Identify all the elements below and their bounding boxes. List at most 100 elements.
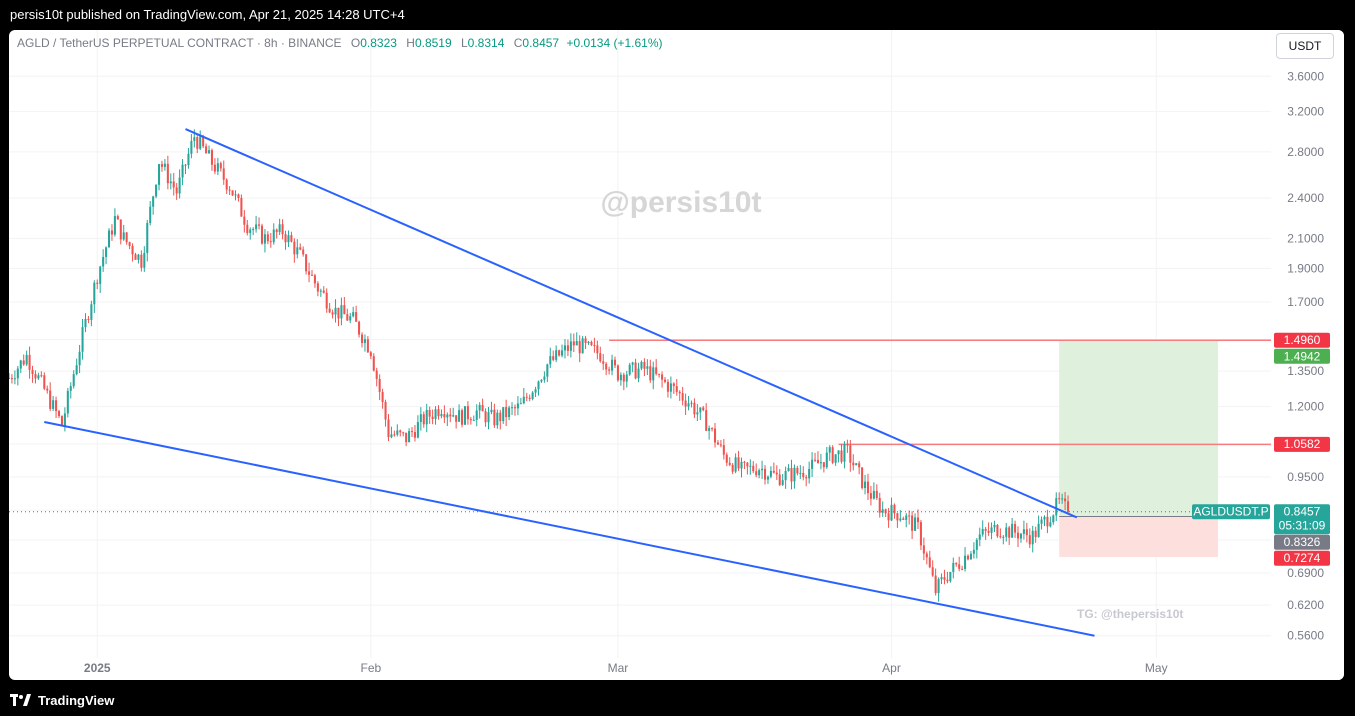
- candle: [1066, 495, 1070, 515]
- candle: [563, 339, 567, 359]
- candle-body: [793, 467, 796, 482]
- candle: [352, 306, 355, 318]
- candle: [428, 406, 431, 424]
- candle: [1046, 509, 1049, 534]
- candle: [402, 431, 405, 437]
- candle: [425, 403, 428, 433]
- candle-body: [152, 196, 155, 207]
- candle: [743, 460, 746, 470]
- candle-body: [149, 206, 152, 223]
- open-value: 0.8323: [360, 36, 397, 50]
- candle: [72, 370, 75, 389]
- candle-body: [958, 564, 961, 569]
- candle-body: [372, 356, 375, 371]
- candle-body: [263, 234, 266, 244]
- candle-body: [140, 254, 143, 268]
- candle: [590, 340, 593, 347]
- candle: [149, 200, 152, 226]
- candle: [302, 246, 305, 257]
- candle-body: [861, 467, 864, 489]
- candle: [213, 158, 216, 175]
- candle: [137, 253, 140, 264]
- candle: [322, 286, 325, 294]
- candle: [693, 398, 696, 419]
- candle: [410, 427, 414, 438]
- candle-body: [519, 403, 522, 405]
- candle: [252, 227, 255, 236]
- candle: [814, 452, 817, 463]
- candle: [190, 133, 193, 159]
- candle: [328, 303, 331, 314]
- price-tag-1-0582-text: 1.0582: [1284, 437, 1321, 451]
- candle: [475, 404, 478, 427]
- candle-body: [975, 539, 978, 550]
- candle-body: [487, 412, 490, 423]
- candle: [1014, 520, 1017, 538]
- candle: [931, 560, 934, 577]
- candle: [755, 463, 758, 478]
- candle: [837, 450, 840, 463]
- candle-body: [358, 321, 361, 335]
- candle-body: [228, 189, 231, 191]
- candle: [511, 402, 514, 416]
- candle-body: [210, 150, 214, 165]
- candle-body: [761, 468, 764, 471]
- candle: [222, 160, 225, 185]
- candles[interactable]: [9, 129, 1070, 602]
- candle: [22, 354, 25, 366]
- candle-body: [808, 468, 811, 479]
- candle: [9, 372, 11, 380]
- candle: [1019, 532, 1022, 543]
- currency-button[interactable]: USDT: [1276, 33, 1334, 59]
- candle: [552, 350, 555, 362]
- candle-body: [419, 414, 422, 423]
- candle: [946, 571, 949, 584]
- candle-body: [572, 341, 575, 346]
- candle: [125, 231, 128, 245]
- trendlines[interactable]: [44, 128, 1095, 637]
- candle-body: [408, 431, 411, 443]
- candle-body: [296, 247, 299, 255]
- position-zones[interactable]: [1059, 340, 1219, 558]
- last-price-tag-countdown: 05:31:09: [1279, 518, 1326, 532]
- time-axis[interactable]: 2025 Feb Mar Apr May: [84, 661, 1168, 675]
- candle-body: [831, 447, 834, 463]
- price-chart[interactable]: @persis10t TG: @thepersis10t 0.5600 0.620…: [9, 30, 1344, 680]
- candle: [905, 513, 908, 528]
- candle-body: [540, 379, 543, 382]
- candle: [1005, 522, 1008, 542]
- candle: [331, 309, 334, 319]
- candle: [381, 388, 384, 409]
- candle-body: [928, 557, 931, 568]
- candle-body: [678, 391, 681, 394]
- candle: [593, 337, 596, 353]
- low-label: L: [460, 36, 468, 50]
- candle-body: [81, 327, 84, 352]
- candle: [696, 403, 699, 422]
- candle-body: [478, 404, 481, 411]
- candle-body: [905, 515, 908, 520]
- price-tick-label: 0.6200: [1287, 598, 1324, 612]
- candle: [940, 573, 943, 585]
- candle-body: [310, 274, 314, 276]
- candle-body: [360, 334, 364, 343]
- candle-body: [278, 224, 281, 233]
- candle-body: [269, 241, 272, 243]
- candle: [355, 305, 358, 322]
- candle-body: [734, 457, 737, 472]
- candle: [763, 465, 767, 485]
- candle-body: [284, 234, 287, 243]
- candle-body: [266, 234, 269, 242]
- candle-body: [772, 470, 775, 473]
- candle-body: [31, 369, 34, 375]
- candle: [278, 218, 281, 236]
- candle-body: [943, 577, 946, 580]
- candle: [340, 297, 343, 326]
- candle-body: [216, 163, 219, 172]
- candle-body: [996, 525, 999, 537]
- candle-body: [561, 350, 564, 356]
- candle-body: [175, 187, 178, 194]
- price-tag-1-0582-bg: [1274, 436, 1330, 452]
- candle: [1002, 535, 1005, 545]
- candle: [646, 359, 649, 376]
